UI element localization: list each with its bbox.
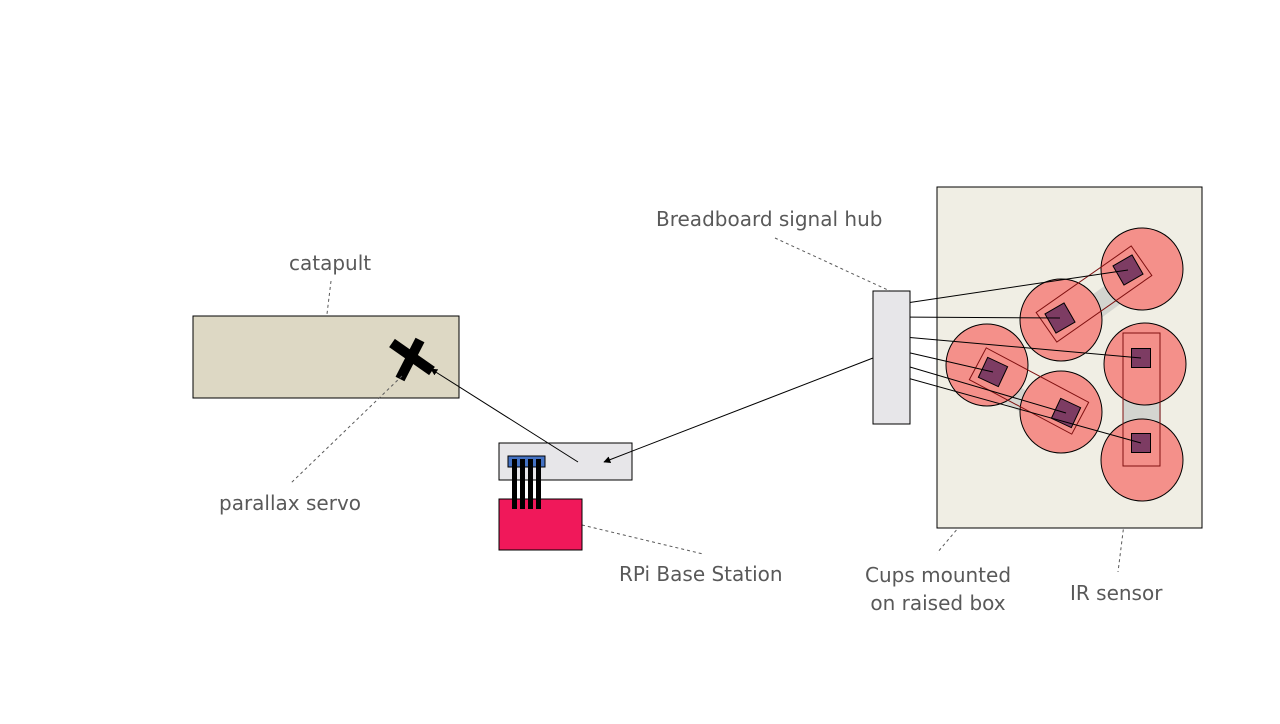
- cup: [1100, 418, 1184, 502]
- parallax-servo-icon: [389, 337, 435, 382]
- cups-label: Cups mounted on raised box: [858, 561, 1018, 617]
- ir-sensor-label: IR sensor: [1070, 581, 1163, 605]
- parallax-servo-label: parallax servo: [219, 491, 362, 515]
- breadboard-signal-hub-label: Breadboard signal hub: [656, 207, 883, 231]
- rpi-to-servo-arrow: [430, 368, 579, 463]
- servo-leader: [290, 375, 403, 484]
- rpi-wires: [512, 459, 541, 509]
- catapult-leader: [326, 280, 332, 315]
- rpi-base-station-label: RPi Base Station: [619, 562, 783, 586]
- hub-leader: [774, 237, 891, 292]
- cups-label-line1: Cups mounted: [864, 563, 1012, 587]
- cups-label-line2: on raised box: [870, 591, 1006, 615]
- hub-to-rpi-arrow: [603, 357, 874, 463]
- cup: [1100, 227, 1184, 311]
- catapult-label: catapult: [289, 251, 372, 275]
- rpi-connector: [507, 455, 546, 468]
- breadboard-signal-hub: [872, 290, 911, 425]
- cups: [945, 227, 1187, 502]
- sensor-housings: [968, 245, 1161, 467]
- rpi-leader: [581, 524, 704, 555]
